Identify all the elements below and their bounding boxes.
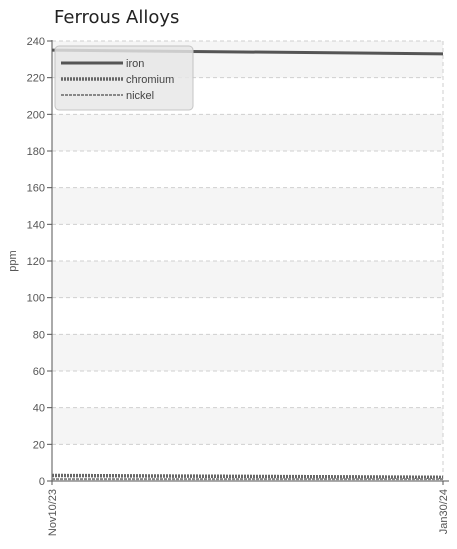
plot-band — [52, 261, 443, 298]
chart-title: Ferrous Alloys — [54, 7, 180, 28]
y-tick-label: 20 — [33, 439, 45, 451]
y-tick-label: 120 — [27, 256, 45, 268]
y-tick-label: 80 — [33, 329, 45, 341]
x-tick-labels: Nov10/23 Jan30/24 — [47, 489, 450, 536]
legend-label-iron: iron — [126, 58, 144, 70]
x-tick-label: Nov10/23 — [47, 489, 59, 536]
legend-label-chromium: chromium — [126, 74, 174, 86]
plot-band — [52, 114, 443, 151]
x-tick-label: Jan30/24 — [438, 489, 450, 534]
plot-band — [52, 187, 443, 225]
y-tick-label: 240 — [27, 36, 45, 48]
plot-band — [52, 334, 443, 371]
y-tick-labels: 0 20 40 60 80 100 120 140 160 180 200 220 240 — [27, 36, 45, 488]
legend-label-nickel: nickel — [126, 90, 154, 102]
y-tick-label: 40 — [33, 403, 45, 415]
axes — [47, 40, 449, 485]
legend[interactable]: iron chromium nickel — [54, 45, 194, 111]
y-axis-label: ppm — [7, 250, 19, 271]
y-tick-label: 60 — [33, 366, 45, 378]
y-tick-label: 200 — [27, 109, 45, 121]
y-tick-label: 160 — [27, 183, 45, 195]
y-tick-label: 140 — [27, 219, 45, 231]
y-tick-label: 180 — [27, 146, 45, 158]
y-tick-label: 220 — [27, 73, 45, 85]
y-tick-label: 0 — [39, 476, 45, 488]
plot-band — [52, 407, 443, 445]
y-tick-label: 100 — [27, 293, 45, 305]
series-line-chromium — [51, 473, 444, 480]
